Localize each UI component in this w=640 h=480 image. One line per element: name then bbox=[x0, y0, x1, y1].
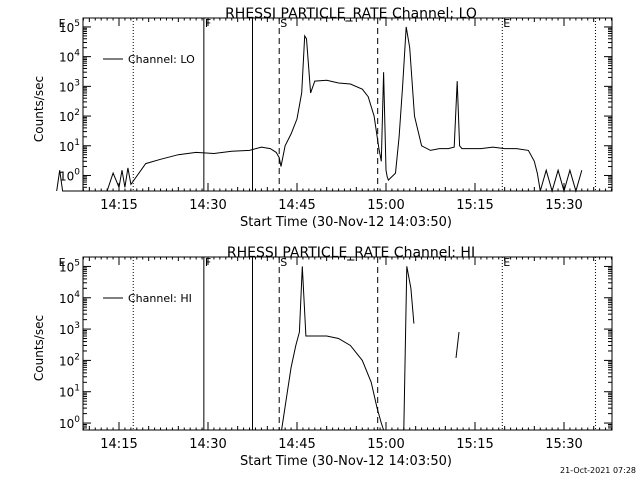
plot-area-hi: 14:15 14:30 14:45 15:00 15:15 15:30 100 101 102 1… bbox=[59, 256, 613, 452]
event-marker-label: S bbox=[280, 256, 287, 269]
x-tick-label: 14:45 bbox=[278, 198, 315, 213]
y-tick-label: 101 bbox=[59, 138, 80, 154]
y-tick-label: 103 bbox=[59, 78, 80, 94]
y-tick-label: 104 bbox=[59, 49, 80, 65]
y-axis-label: Counts/sec bbox=[32, 76, 46, 142]
x-tick-label: 14:45 bbox=[278, 437, 315, 452]
timestamp: 21-Oct-2021 07:28 bbox=[560, 466, 636, 475]
x-tick-label: 14:30 bbox=[189, 437, 226, 452]
y-axis-label: Counts/sec bbox=[32, 315, 46, 381]
x-tick-label: 14:15 bbox=[100, 198, 137, 213]
y-tick-label: 105 bbox=[59, 258, 80, 274]
x-tick-label: 15:30 bbox=[545, 437, 582, 452]
legend: Channel: HI bbox=[103, 292, 192, 305]
y-tick-label: 103 bbox=[59, 321, 80, 337]
series-line bbox=[403, 266, 415, 431]
panel-hi: RHESSI PARTICLE_RATE Channel: HI 14:15 14… bbox=[32, 245, 613, 469]
event-marker-label: F bbox=[205, 17, 211, 30]
x-tick-label: 15:00 bbox=[367, 437, 404, 452]
event-marker-label: E bbox=[59, 256, 66, 269]
panel-lo: RHESSI PARTICLE_RATE Channel: LO 14:15 14… bbox=[32, 6, 613, 230]
y-tick-label: 104 bbox=[59, 290, 80, 306]
x-tick-label: 15:00 bbox=[367, 198, 404, 213]
x-tick-label: 15:15 bbox=[456, 198, 493, 213]
event-marker-label: S bbox=[280, 17, 287, 30]
x-axis-label: Start Time (30-Nov-12 14:03:50) bbox=[240, 454, 452, 469]
chart-title: RHESSI PARTICLE_RATE Channel: HI bbox=[227, 245, 475, 261]
x-tick-label: 14:30 bbox=[189, 198, 226, 213]
event-marker-label: E bbox=[59, 17, 66, 30]
plot-frame bbox=[82, 256, 613, 431]
y-tick-label: 100 bbox=[59, 415, 80, 431]
plot-area-lo: 14:15 14:30 14:45 15:00 15:15 15:30 100 101 102 1… bbox=[56, 17, 613, 213]
series-line bbox=[281, 266, 385, 431]
y-tick-label: 101 bbox=[59, 384, 80, 400]
event-marker-label: E bbox=[503, 17, 510, 30]
x-tick-label: 15:15 bbox=[456, 437, 493, 452]
event-marker-label: E bbox=[503, 256, 510, 269]
series-line bbox=[56, 26, 583, 193]
y-tick-label: 102 bbox=[59, 352, 80, 368]
x-axis-label: Start Time (30-Nov-12 14:03:50) bbox=[240, 215, 452, 230]
y-tick-label: 100 bbox=[59, 167, 80, 183]
y-tick-label: 102 bbox=[59, 108, 80, 124]
event-marker-label: F bbox=[205, 256, 211, 269]
x-tick-label: 15:30 bbox=[545, 198, 582, 213]
legend-entry: Channel: LO bbox=[128, 53, 195, 66]
y-tick-label: 105 bbox=[59, 19, 80, 35]
legend-entry: Channel: HI bbox=[128, 292, 192, 305]
legend: Channel: LO bbox=[103, 53, 195, 66]
plot-frame bbox=[82, 17, 613, 192]
x-tick-label: 14:15 bbox=[100, 437, 137, 452]
series-line bbox=[455, 332, 460, 358]
